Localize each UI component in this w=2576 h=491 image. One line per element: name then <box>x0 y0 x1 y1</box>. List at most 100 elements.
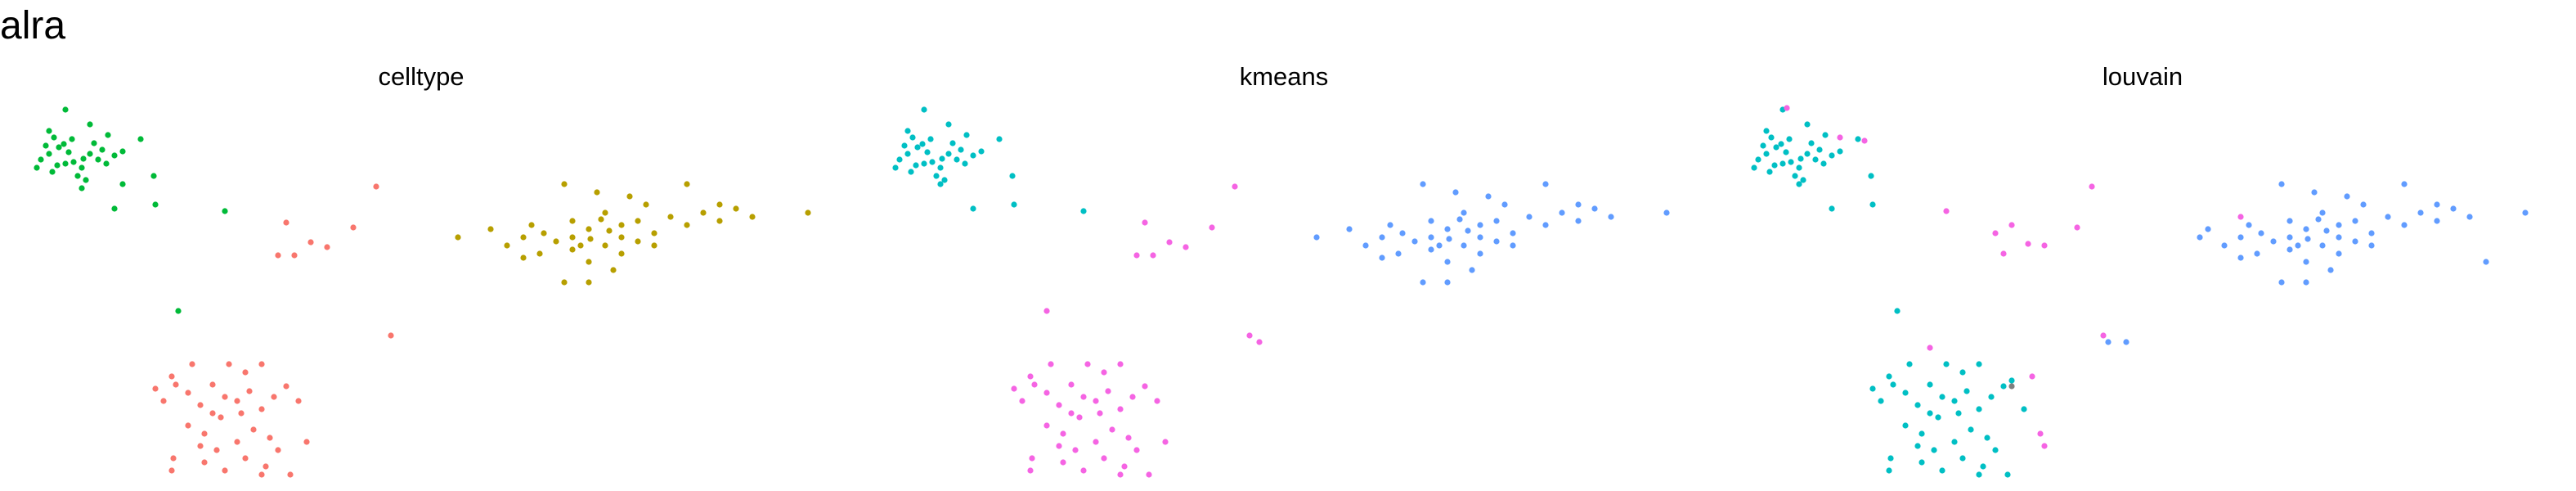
scatter-point <box>1976 471 1982 478</box>
scatter-point <box>1080 467 1087 474</box>
scatter-point <box>1526 214 1533 220</box>
scatter-point <box>2037 430 2044 437</box>
scatter-point <box>295 398 302 404</box>
scatter-point <box>1784 105 1790 111</box>
scatter-point <box>2336 222 2342 228</box>
scatter-point <box>1976 406 1982 412</box>
scatter-point <box>924 149 931 155</box>
scatter-point <box>242 455 249 462</box>
scatter-point <box>2246 222 2252 228</box>
scatter-point <box>87 121 93 128</box>
scatter-point <box>1209 224 1215 231</box>
scatter-point <box>504 242 510 249</box>
scatter-point <box>610 267 617 273</box>
scatter-point <box>226 361 232 367</box>
scatter-point <box>1886 373 1892 380</box>
scatter-point <box>561 279 568 286</box>
scatter-point <box>1988 394 1995 400</box>
scatter-point <box>54 162 61 169</box>
scatter-point <box>287 471 294 478</box>
scatter-point <box>222 394 228 400</box>
scatter-point <box>168 373 175 380</box>
scatter-point <box>1919 459 1925 466</box>
scatter-point <box>520 255 527 261</box>
scatter-point <box>1428 246 1434 253</box>
scatter-point <box>2270 238 2277 245</box>
scatter-point <box>1542 222 1549 228</box>
scatter-point <box>95 156 101 163</box>
scatter-point <box>170 455 177 462</box>
scatter-point <box>643 201 649 208</box>
scatter-point <box>2278 181 2285 187</box>
scatter-point <box>1011 385 1017 392</box>
scatter-point <box>1608 214 1614 220</box>
scatter-point <box>1117 361 1124 367</box>
scatter-point <box>275 447 281 453</box>
scatter-point <box>2100 332 2107 339</box>
scatter-point <box>904 151 911 157</box>
scatter-point <box>1822 132 1829 138</box>
scatter-point <box>1816 146 1823 153</box>
scatter-point <box>65 149 72 155</box>
scatter-point <box>1027 467 1034 474</box>
scatter-point <box>618 222 625 228</box>
scatter-point <box>1992 230 1999 236</box>
scatter-point <box>61 141 67 147</box>
scatter-point <box>1142 383 1148 390</box>
scatter-point <box>958 146 964 153</box>
scatter-point <box>1150 252 1156 259</box>
scatter-point <box>250 426 257 433</box>
scatter-point <box>963 132 970 138</box>
scatter-point <box>1379 255 1385 261</box>
scatter-point <box>1894 308 1901 314</box>
scatter-point <box>1080 208 1087 214</box>
scatter-point <box>222 467 228 474</box>
scatter-point <box>209 410 216 417</box>
scatter-point <box>1027 373 1034 380</box>
scatter-point <box>87 151 93 157</box>
scatter-point <box>602 242 608 249</box>
scatter-point <box>119 181 126 187</box>
scatter-point <box>1869 385 1876 392</box>
scatter-point <box>1955 410 1962 417</box>
scatter-point <box>2221 242 2228 249</box>
scatter-point <box>577 242 584 249</box>
scatter-point <box>1804 151 1811 157</box>
scatter-point <box>2278 279 2285 286</box>
scatter-point <box>111 205 118 212</box>
panel-title-celltype: celltype <box>378 62 464 91</box>
scatter-point <box>1914 443 1921 449</box>
scatter-point <box>1011 201 1017 208</box>
scatter-point <box>1800 177 1806 183</box>
scatter-point <box>2197 234 2203 241</box>
scatter-point <box>197 443 204 449</box>
scatter-point <box>586 259 592 265</box>
scatter-point <box>2237 214 2244 220</box>
scatter-point <box>1763 128 1770 134</box>
scatter-point <box>2311 189 2318 196</box>
scatter-point <box>541 230 547 236</box>
scatter-point <box>2360 201 2367 208</box>
scatter-point <box>201 459 208 466</box>
scatter-point <box>651 230 657 236</box>
scatter-point <box>2008 377 2015 384</box>
scatter-point <box>927 136 934 142</box>
scatter-point <box>34 164 40 171</box>
scatter-point <box>2319 209 2326 216</box>
scatter-point <box>2123 339 2129 345</box>
scatter-point <box>908 169 914 175</box>
scatter-point <box>2304 236 2311 242</box>
scatter-point <box>561 181 568 187</box>
scatter-point <box>2323 227 2330 234</box>
scatter-point <box>1420 181 1426 187</box>
scatter-point <box>586 226 592 232</box>
scatter-point <box>1902 390 1909 396</box>
scatter-point <box>1009 173 1016 179</box>
scatter-point <box>684 222 690 228</box>
scatter-point <box>1346 226 1353 232</box>
scatter-point <box>1093 439 1099 445</box>
scatter-point <box>234 439 240 445</box>
scatter-point <box>2434 218 2440 224</box>
scatter-point <box>1166 239 1173 246</box>
scatter-point <box>189 361 195 367</box>
